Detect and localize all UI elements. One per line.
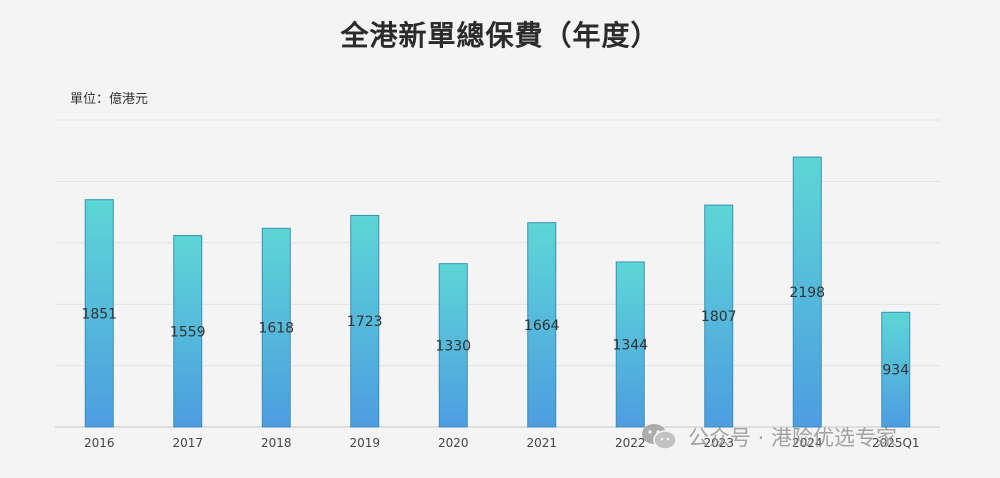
value-label-2021: 1664 [524, 318, 560, 334]
gridlines [55, 119, 940, 428]
value-label-2022: 1344 [612, 337, 648, 353]
bar-2025Q1 [881, 311, 911, 428]
value-label-2020: 1330 [435, 338, 471, 354]
bar-2019 [350, 214, 380, 428]
bar-2024 [792, 156, 822, 428]
value-labels: 1851 1559 1618 1723 1330 1664 1344 1807 2198 934 [81, 285, 909, 379]
x-tick-2021: 2021 [526, 436, 557, 450]
value-label-2025Q1: 934 [882, 363, 909, 379]
value-label-2016: 1851 [81, 306, 117, 322]
x-tick-2025Q1: 2025Q1 [872, 436, 920, 450]
chart-title: 全港新單總保費（年度） [340, 19, 660, 52]
value-label-2017: 1559 [170, 324, 206, 340]
x-tick-2023: 2023 [703, 436, 734, 450]
x-tick-2019: 2019 [349, 436, 380, 450]
x-tick-2024: 2024 [792, 436, 823, 450]
x-tick-2018: 2018 [261, 436, 292, 450]
x-tick-2020: 2020 [438, 436, 469, 450]
x-tick-labels: 2016 2017 2018 2019 2020 2021 2022 2023 2024 2025… [84, 436, 920, 450]
bar-2016 [84, 199, 114, 428]
x-tick-2017: 2017 [172, 436, 203, 450]
bar-2021 [527, 222, 557, 428]
value-label-2018: 1618 [258, 321, 294, 337]
bar-2017 [173, 235, 203, 428]
bar-2022 [615, 261, 645, 428]
x-tick-2022: 2022 [615, 436, 646, 450]
bar-2020 [438, 263, 468, 428]
unit-label: 單位：億港元 [70, 92, 149, 107]
watermark-text: 公众号 · 港险优选专家 [688, 426, 898, 450]
value-label-2024: 2198 [789, 285, 825, 301]
value-label-2023: 1807 [701, 309, 737, 325]
watermark: 公众号 · 港险优选专家 [640, 422, 897, 452]
wechat-icon [642, 424, 677, 450]
value-label-2019: 1723 [347, 314, 383, 330]
bar-2018 [261, 227, 291, 428]
x-tick-2016: 2016 [84, 436, 115, 450]
bar-2023 [704, 204, 734, 428]
bars [84, 156, 911, 428]
